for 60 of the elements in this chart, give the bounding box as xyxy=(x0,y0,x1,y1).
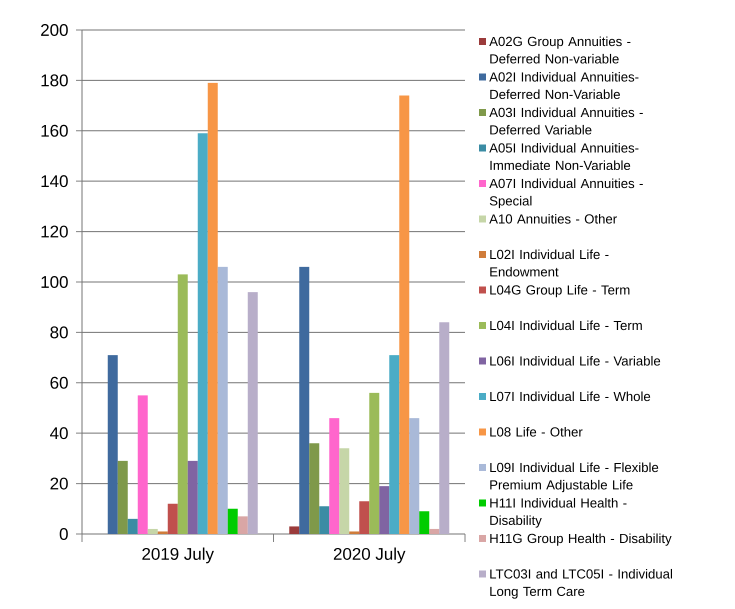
bar xyxy=(359,501,370,534)
bar xyxy=(118,460,128,534)
y-tick-label: 80 xyxy=(50,326,68,338)
y-tick-label: 140 xyxy=(42,175,68,188)
bar xyxy=(208,82,218,534)
legend-label: A05I Individual Annuities- Immediate Non-Variable xyxy=(489,142,638,170)
x-tick-label: 2019 July xyxy=(142,548,214,564)
legend-label: H11G Group Health - Disability xyxy=(490,533,672,546)
y-tick-label: 160 xyxy=(42,124,68,137)
legend-label: H11I Individual Health - Disability xyxy=(490,498,626,528)
bar xyxy=(228,508,238,534)
bar xyxy=(238,516,248,534)
legend-label: A02I Individual Annuities- Deferred Non-Variable xyxy=(489,72,638,100)
legend-label: L02I Individual Life - Endowment xyxy=(490,249,608,277)
legend-label: L08 Life - Other xyxy=(490,426,583,437)
x-tick-label: 2020 July xyxy=(334,548,406,564)
bar xyxy=(389,355,400,534)
bar xyxy=(299,266,310,534)
legend-label: A07I Individual Annuities - Special xyxy=(489,178,643,208)
y-tick-label: 180 xyxy=(42,74,68,86)
bar xyxy=(108,355,118,534)
bar xyxy=(339,448,350,534)
bar xyxy=(439,322,450,534)
y-tick-label: 100 xyxy=(42,276,68,288)
bar xyxy=(379,486,390,534)
legend-label: L07I Individual Life - Whole xyxy=(490,391,650,402)
bar xyxy=(429,528,440,534)
bar xyxy=(178,274,188,534)
y-tick-label: 20 xyxy=(50,478,68,490)
y-tick-label: 60 xyxy=(50,376,68,389)
legend-label: A02G Group Annuities - Deferred Non-variable xyxy=(489,36,630,64)
bar xyxy=(419,511,430,534)
bar xyxy=(218,266,228,534)
y-tick-label: 40 xyxy=(50,427,68,440)
bar xyxy=(289,526,300,534)
bar xyxy=(128,518,138,534)
bar xyxy=(198,133,208,534)
y-tick-label: 200 xyxy=(41,24,68,36)
bar xyxy=(168,504,178,534)
legend-label: A03I Individual Annuities - Deferred Variable xyxy=(489,107,643,135)
bar xyxy=(399,96,410,534)
legend-label: LTC03I and LTC05I - Individual Long Term Care xyxy=(490,568,672,599)
y-tick-label: 0 xyxy=(60,528,68,540)
bar xyxy=(309,443,320,534)
bar xyxy=(329,418,340,534)
bar xyxy=(349,531,360,534)
bar xyxy=(138,395,148,534)
bar xyxy=(409,418,420,534)
legend-label: L04G Group Life - Term xyxy=(490,284,630,298)
legend-label: A10 Annuities - Other xyxy=(489,214,617,224)
bar xyxy=(248,292,258,534)
legend-label: L06I Individual Life - Variable xyxy=(490,356,660,366)
bar xyxy=(158,531,168,534)
bar xyxy=(369,392,380,534)
bar xyxy=(188,460,198,534)
legend-label: L04I Individual Life - Term xyxy=(490,320,642,330)
bar xyxy=(148,528,158,534)
y-tick-label: 120 xyxy=(42,226,68,238)
legend-label: L09I Individual Life - Flexible Premium Adjustable Life xyxy=(490,462,658,492)
bar xyxy=(319,506,330,534)
